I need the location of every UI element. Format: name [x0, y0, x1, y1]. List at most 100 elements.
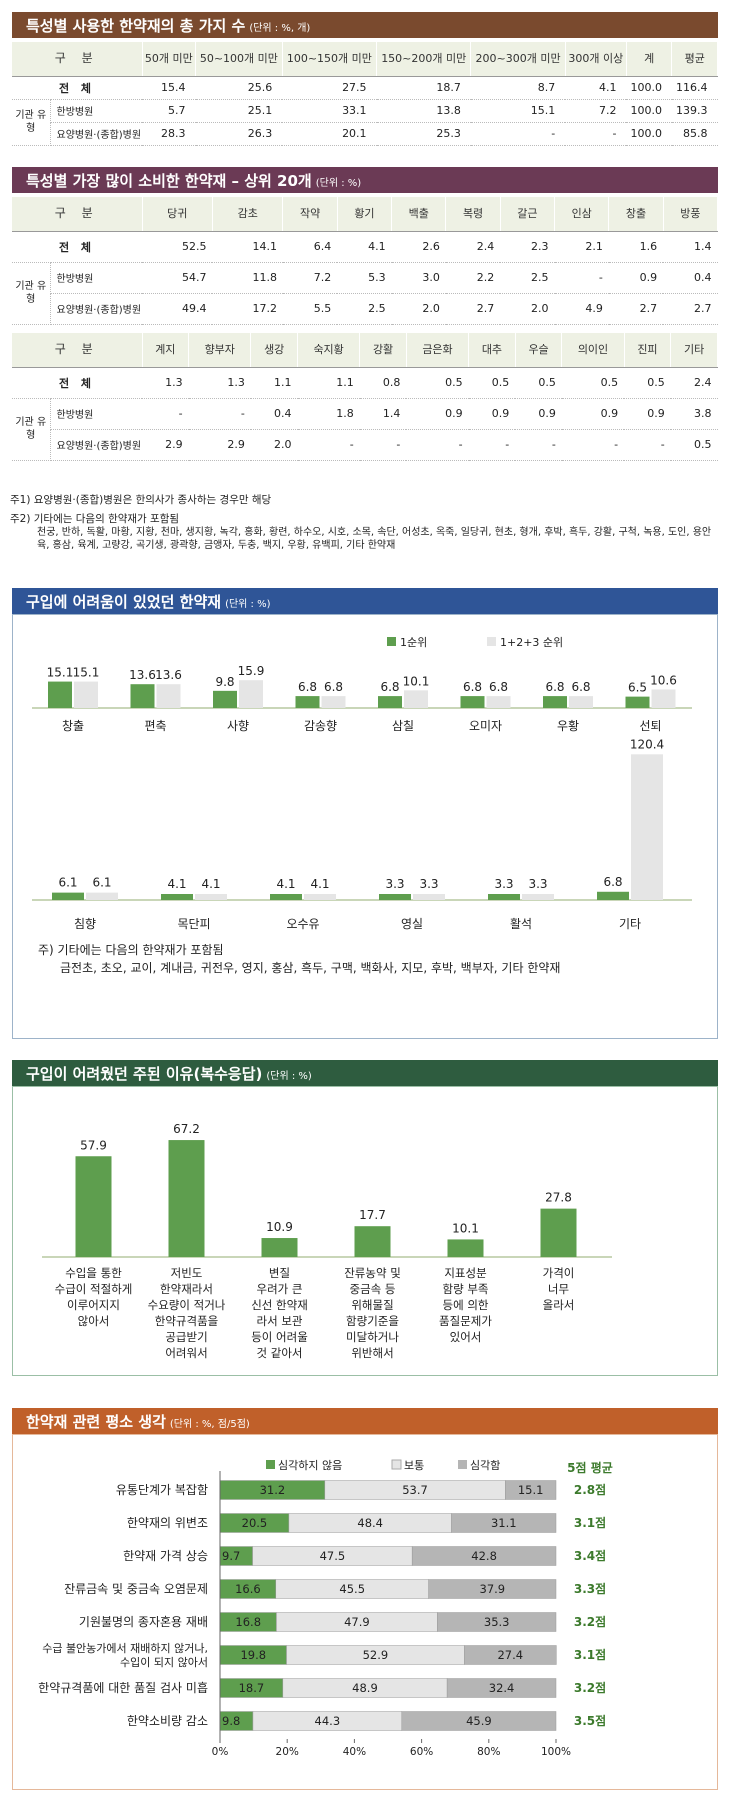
bar-value-label: 6.8 [571, 680, 590, 694]
category-label: 우황 [557, 719, 579, 733]
bar-rank1 [213, 690, 237, 708]
header-cell: 300개 이상 [565, 42, 627, 77]
segment-value-label: 37.9 [480, 1582, 506, 1596]
bar-value-label: 4.1 [276, 877, 295, 891]
data-cell: 139.3 [671, 99, 718, 123]
data-cell: 0.5 [670, 429, 718, 461]
segment-value-label: 47.9 [344, 1615, 370, 1629]
row-label: 한약재 가격 상승 [123, 1548, 208, 1563]
category-label: 사향 [227, 719, 249, 733]
header-cell: 갈근 [500, 197, 556, 232]
header-cell: 100~150개 미만 [282, 42, 378, 77]
data-cell: 116.4 [671, 76, 718, 100]
data-cell: 0.9 [406, 398, 469, 430]
chart1-header: 구입에 어려움이 있었던 한약재 (단위 : %) [12, 588, 718, 614]
x-tick-label: 40% [343, 1746, 366, 1758]
data-cell: 2.7 [445, 293, 501, 325]
chart3-unit: (단위 : %, 점/5점) [169, 1419, 250, 1430]
segment-value-label: 19.8 [240, 1648, 266, 1662]
bar-rank123 [86, 892, 118, 900]
bar-rank123 [239, 680, 263, 708]
row-label: 전 체 [12, 231, 142, 263]
data-cell: 1.6 [608, 231, 664, 263]
x-tick-label: 60% [410, 1746, 433, 1758]
header-cell: 감초 [212, 197, 284, 232]
category-label-line: 함량기준을 [346, 1314, 399, 1328]
bar-value-label: 6.8 [298, 680, 317, 694]
segment-value-label: 9.8 [222, 1714, 240, 1728]
row-label: 잔류금속 및 중금속 오염문제 [64, 1582, 208, 1596]
section1-unit: (단위 : %, 개) [249, 23, 311, 34]
segment-value-label: 18.7 [239, 1681, 265, 1695]
data-cell: - [565, 122, 627, 146]
category-label-line: 어려워서 [165, 1346, 207, 1360]
bar-rank123 [522, 894, 554, 900]
data-cell: 100.0 [626, 122, 672, 146]
header-cell: 금은화 [406, 333, 470, 368]
bar-value-label: 6.1 [58, 876, 77, 890]
x-tick-label: 0% [212, 1746, 229, 1758]
data-cell: 5.5 [282, 293, 338, 325]
section1-header: 특성별 사용한 한약재의 총 가지 수 (단위 : %, 개) [12, 12, 718, 38]
category-label-line: 중금속 등 [350, 1282, 396, 1296]
bar-rank123 [304, 894, 336, 900]
bar-reason [168, 1140, 205, 1257]
data-cell: 0.8 [359, 367, 407, 399]
section2-header: 특성별 가장 많이 소비한 한약재 – 상위 20개 (단위 : %) [12, 167, 718, 193]
data-cell: - [624, 429, 671, 461]
segment-value-label: 48.4 [357, 1516, 383, 1530]
bar-reason [447, 1239, 484, 1257]
header-label: 구 분 [12, 197, 143, 232]
table-row: 전 체 1.3 1.3 1.1 1.1 0.8 0.5 0.5 0.5 0.5 0.5 2.4 [12, 367, 718, 399]
avg-score: 3.2점 [574, 1614, 606, 1629]
row-label: 수입이 되지 않아서 [120, 1656, 208, 1669]
bar-value-label: 10.6 [650, 673, 677, 687]
segment-value-label: 27.4 [497, 1648, 523, 1662]
row-label: 수급 불안농가에서 재배하지 않거나, [42, 1641, 208, 1655]
bar-value-label: 15.1 [73, 666, 100, 680]
table-header-row: 구 분 50개 미만 50~100개 미만 100~150개 미만 150~200개 미… [12, 42, 718, 77]
category-label: 선퇴 [639, 719, 661, 733]
bar-value-label: 17.7 [359, 1208, 386, 1222]
category-label-line: 한약재라서 [160, 1282, 213, 1296]
bar-rank123 [74, 681, 98, 708]
category-label-line: 수급이 적절하게 [55, 1282, 133, 1296]
category-label-line: 위반해서 [351, 1346, 393, 1360]
category-label-line: 지표성분 [444, 1266, 486, 1280]
segment-value-label: 47.5 [320, 1549, 346, 1563]
legend-label-rank1: 1순위 [400, 636, 427, 649]
category-label: 창출 [62, 719, 84, 733]
data-cell: 0.5 [406, 367, 469, 399]
header-cell: 숙지황 [297, 333, 361, 368]
category-label-line: 등이 어려울 [251, 1330, 308, 1344]
table-row: 전 체 52.5 14.1 6.4 4.1 2.6 2.4 2.3 2.1 1.6 1.4 [12, 231, 718, 263]
data-cell: 2.1 [554, 231, 609, 263]
bar-reason [75, 1156, 112, 1257]
chart1-title: 구입에 어려움이 있었던 한약재 [26, 593, 222, 611]
data-cell: 15.4 [142, 76, 196, 100]
data-cell: 3.0 [391, 262, 446, 294]
bar-rank1 [379, 894, 411, 900]
chart2-svg: 57.9 수입을 통한 수급이 적절하게 이루어지지 않아서 67.2 저빈도 한약재라서 수요… [42, 1122, 612, 1360]
data-cell: 4.1 [565, 76, 627, 100]
stacked-segment [411, 1546, 557, 1566]
bar-reason [261, 1238, 298, 1257]
bar-value-label: 6.8 [324, 680, 343, 694]
data-cell: 0.5 [515, 367, 562, 399]
avg-score: 3.5점 [574, 1713, 606, 1728]
category-label-line: 가격이 [543, 1266, 575, 1280]
bar-value-label: 67.2 [173, 1122, 200, 1136]
data-cell: 2.0 [500, 293, 555, 325]
data-cell: 0.5 [624, 367, 671, 399]
bar-rank1 [597, 891, 629, 900]
legend-label: 심각함 [470, 1459, 500, 1472]
data-cell: 15.1 [470, 99, 566, 123]
segment-value-label: 15.1 [518, 1483, 544, 1497]
segment-value-label: 44.3 [315, 1714, 341, 1728]
category-label: 침향 [74, 917, 96, 931]
legend-label: 심각하지 않음 [278, 1458, 342, 1472]
data-cell: 2.2 [445, 262, 501, 294]
data-cell: 0.9 [515, 398, 562, 430]
data-cell: - [406, 429, 469, 461]
category-label: 목단피 [177, 917, 210, 931]
